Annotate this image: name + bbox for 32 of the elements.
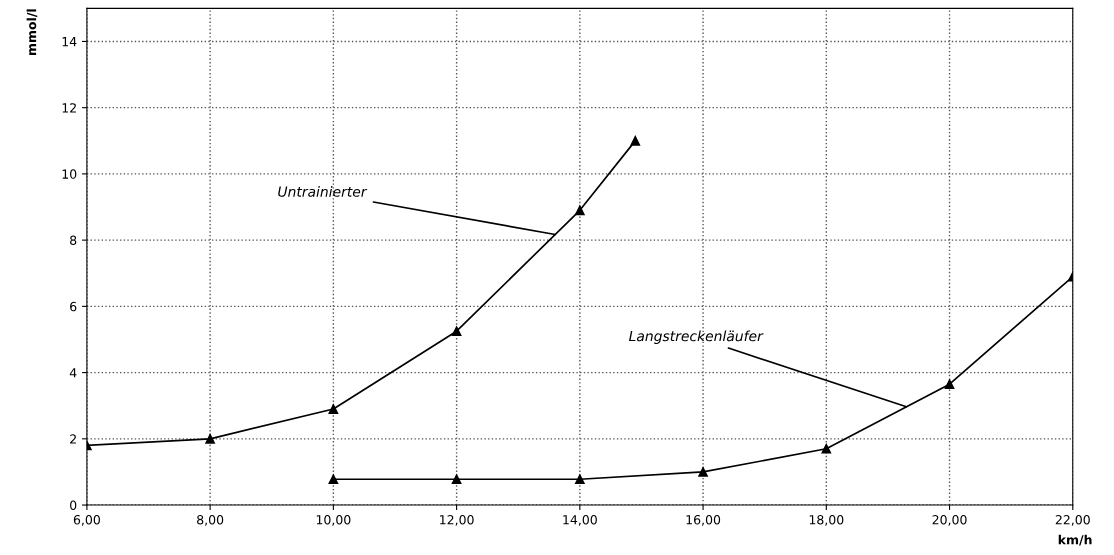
annotation: Langstreckenläufer <box>629 330 764 344</box>
x-tick-label: 18,00 <box>809 514 844 526</box>
point <box>944 379 955 390</box>
annotation: Untrainierter <box>278 186 368 197</box>
y-tick-label: 8 <box>70 235 77 246</box>
point <box>574 474 585 485</box>
point <box>821 443 832 454</box>
point <box>630 135 641 146</box>
x-tick-label: 14,00 <box>563 514 597 526</box>
point <box>574 205 585 216</box>
point <box>328 404 339 414</box>
x-tick-label: 20,00 <box>932 514 967 526</box>
x-tick-label: 10,00 <box>316 514 351 526</box>
y-tick-label: 0 <box>70 500 77 510</box>
point <box>328 474 339 485</box>
y-axis-title: mmol/l <box>26 9 38 56</box>
point <box>698 467 708 477</box>
x-tick-label: 12,00 <box>440 514 474 526</box>
x-tick-label: 16,00 <box>686 514 721 526</box>
x-tick-label: 8,00 <box>197 514 224 526</box>
x-axis-title: km/h <box>1058 534 1092 546</box>
x-tick-label: 6,00 <box>73 514 100 526</box>
x-tick-label: 22,00 <box>1055 514 1090 526</box>
point <box>205 433 215 444</box>
y-tick-label: 6 <box>70 301 77 312</box>
point <box>451 326 462 337</box>
y-tick-label: 2 <box>70 434 76 444</box>
y-tick-label: 14 <box>62 37 77 47</box>
y-tick-label: 4 <box>69 368 77 378</box>
y-tick-label: 12 <box>62 103 76 113</box>
point <box>451 474 462 485</box>
y-tick-label: 10 <box>62 169 77 179</box>
